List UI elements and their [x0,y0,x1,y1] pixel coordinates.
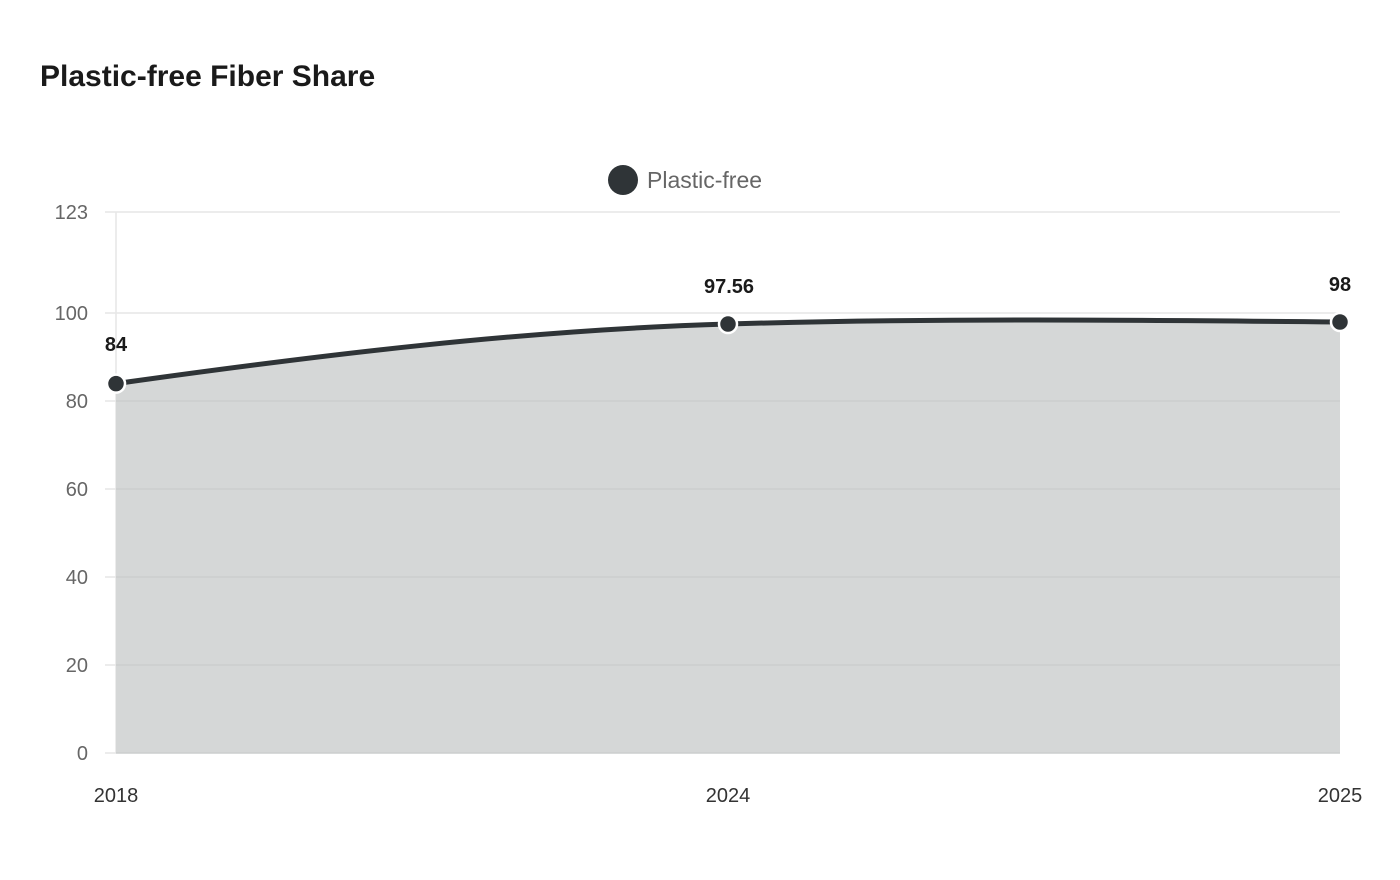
y-tick-label: 60 [66,479,88,501]
data-point[interactable] [1329,311,1351,333]
y-tick-label: 20 [66,655,88,677]
y-tick-label: 123 [55,202,88,224]
x-tick-label: 2018 [94,785,139,807]
data-points [105,311,1351,394]
data-label: 84 [105,334,128,356]
data-label: 97.56 [704,276,754,298]
y-tick-label: 100 [55,303,88,325]
legend-marker-icon [608,165,638,195]
gridlines-overlay [116,400,1340,754]
y-tick-label: 40 [66,567,88,589]
data-point[interactable] [717,313,739,335]
x-tick-label: 2025 [1318,785,1363,807]
data-point[interactable] [105,373,127,394]
y-tick-label: 0 [77,743,88,765]
data-label: 98 [1329,274,1351,296]
x-axis-labels: 2018 2024 2025 [94,785,1363,807]
legend-label: Plastic-free [647,167,762,193]
y-axis-labels: 0 20 40 60 80 100 123 [55,202,88,765]
legend[interactable]: Plastic-free [608,165,762,195]
x-tick-label: 2024 [706,785,751,807]
chart-title: Plastic-free Fiber Share [40,60,376,93]
area-fill [116,320,1340,753]
data-labels: 84 97.56 98 [105,274,1351,356]
y-tick-label: 80 [66,391,88,413]
